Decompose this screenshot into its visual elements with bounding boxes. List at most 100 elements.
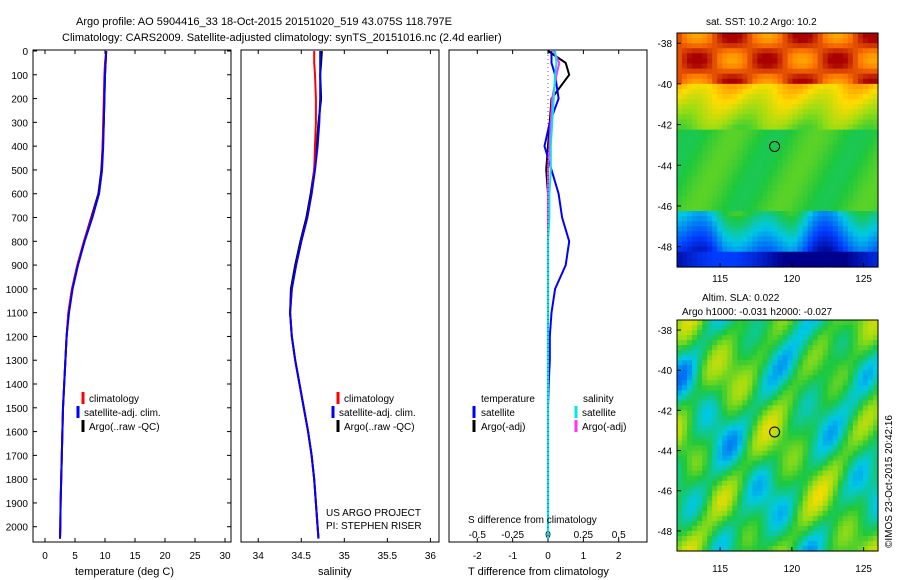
map-cell [777, 435, 784, 442]
map-cell [862, 124, 869, 131]
map-cell [862, 144, 869, 151]
map-cell [787, 430, 794, 437]
map-cell [757, 385, 764, 391]
map-cell [752, 480, 759, 487]
map-cell [782, 94, 789, 100]
map-cell [807, 425, 814, 432]
map-cell [852, 226, 859, 232]
map-cell [712, 38, 718, 44]
map-cell [802, 390, 809, 396]
map-cell [792, 58, 799, 65]
map-cell [817, 450, 824, 457]
map-cell [742, 175, 748, 182]
map-cell [767, 515, 774, 522]
map-cell [727, 139, 733, 146]
map-cell [777, 205, 784, 212]
map-cell [812, 195, 819, 202]
map-cell [707, 520, 713, 527]
map-cell [817, 144, 824, 151]
map-cell [852, 205, 859, 212]
map-cell [782, 33, 789, 39]
map-cell [842, 261, 849, 268]
map-cell [687, 195, 693, 202]
map-cell [692, 470, 698, 477]
map-cell [732, 515, 738, 522]
map-cell [772, 231, 779, 238]
map-cell [857, 83, 864, 90]
map-cell [837, 170, 844, 177]
map-cell [687, 510, 693, 517]
map-cell [857, 465, 864, 472]
map-cell [727, 99, 733, 105]
map-cell [857, 150, 864, 156]
map-cell [867, 155, 874, 161]
map-cell [697, 78, 703, 85]
map-cell [752, 129, 759, 136]
map-cell [757, 195, 764, 202]
map-cell [727, 375, 733, 381]
map-cell [822, 515, 829, 522]
map-cell [722, 430, 728, 437]
map-cell [827, 450, 834, 457]
map-cell [757, 43, 764, 49]
map-cell [747, 525, 753, 532]
map-cell [812, 104, 819, 110]
map-cell [812, 350, 819, 356]
legend-climatology: climatology [344, 394, 394, 405]
map-cell [677, 73, 683, 80]
map-cell [812, 150, 819, 156]
map-cell [787, 395, 794, 401]
map-cell [797, 530, 804, 537]
map-cell [862, 410, 869, 417]
map-cell [772, 63, 779, 70]
lon-tick-label: 120 [784, 564, 801, 575]
map-cell [752, 226, 759, 232]
map-cell [717, 195, 723, 202]
map-cell [782, 119, 789, 126]
map-cell [742, 545, 748, 552]
map-cell [682, 180, 688, 187]
map-cell [787, 335, 794, 341]
map-cell [722, 360, 728, 366]
map-cell [777, 99, 784, 105]
map-cell [802, 48, 809, 54]
map-cell [857, 160, 864, 166]
map-cell [792, 410, 799, 417]
map-cell [742, 139, 748, 146]
map-cell [782, 535, 789, 542]
map-cell [777, 88, 784, 95]
map-cell [827, 165, 834, 171]
map-cell [702, 33, 708, 39]
map-cell [722, 485, 728, 492]
map-cell [872, 475, 879, 482]
map-cell [707, 48, 713, 54]
map-cell [717, 175, 723, 182]
map-cell [862, 435, 869, 442]
depth-tick-label: 1000 [6, 285, 29, 296]
map-cell [722, 256, 728, 263]
map-cell [722, 68, 728, 75]
map-cell [802, 68, 809, 75]
map-cell [857, 405, 864, 411]
x-tick-label: 0 [545, 551, 551, 562]
map-cell [692, 455, 698, 462]
map-cell [837, 99, 844, 105]
map-cell [762, 495, 769, 502]
map-cell [677, 211, 683, 217]
map-cell [852, 150, 859, 156]
lat-tick-label: -44 [658, 447, 673, 458]
map-cell [782, 48, 789, 54]
map-cell [707, 53, 713, 60]
map-cell [842, 435, 849, 442]
map-cell [802, 134, 809, 141]
sst-lon-axis: 115 120 125 [712, 263, 872, 285]
map-cell [782, 129, 789, 136]
map-cell [867, 385, 874, 391]
map-cell [732, 430, 738, 437]
map-cell [692, 134, 698, 141]
map-cell [857, 455, 864, 462]
map-cell [827, 150, 834, 156]
map-cell [807, 385, 814, 391]
map-cell [827, 78, 834, 85]
map-cell [717, 480, 723, 487]
